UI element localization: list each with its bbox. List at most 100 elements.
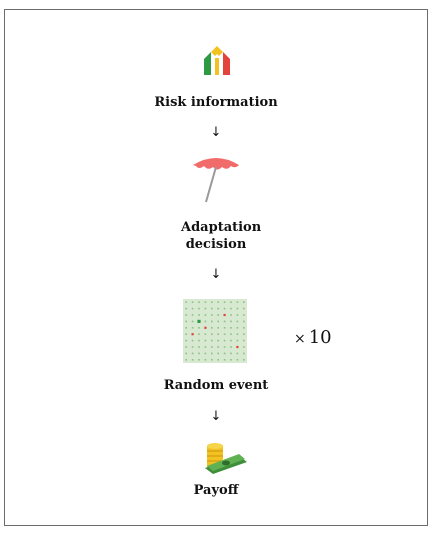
grid-cell-mark: [243, 327, 245, 329]
grid-cell-mark: [223, 327, 226, 329]
grid-cell-mark: [204, 301, 207, 303]
grid-cell-mark: [230, 307, 232, 310]
grid-cell-mark: [211, 333, 213, 335]
grid-cell-mark: [204, 314, 207, 316]
grid-cell-mark: [236, 345, 239, 349]
grid-cell-mark: [211, 346, 213, 348]
grid-cell-mark: [236, 307, 239, 310]
step-label-payoff: Payoff: [193, 483, 239, 498]
grid-cell-mark: [185, 346, 187, 348]
grid-cell-mark: [217, 352, 219, 355]
grid-cell-mark: [204, 346, 207, 348]
grid-cell-mark: [211, 339, 213, 342]
grid-cell-mark: [217, 314, 219, 316]
risk-house-icon: [204, 46, 230, 75]
flow-arrow-1: ↓: [210, 125, 222, 140]
grid-cell-mark: [217, 301, 219, 303]
grid-cell-mark: [236, 327, 239, 329]
grid-cell-mark: [211, 320, 213, 323]
grid-cell-mark: [191, 339, 194, 342]
grid-cell-mark: [230, 320, 232, 323]
grid-cell-mark: [191, 301, 194, 303]
grid-cell-mark: [223, 359, 226, 361]
grid-cell-mark: [211, 314, 213, 316]
grid-cell-mark: [243, 359, 245, 361]
grid-cell-mark: [204, 333, 207, 335]
grid-cell-mark: [191, 333, 194, 336]
grid-cell-mark: [236, 339, 239, 342]
grid-cell-mark: [230, 301, 232, 303]
grid-cell-mark: [204, 359, 207, 361]
grid-cell-mark: [223, 339, 226, 342]
grid-cell-mark: [236, 314, 239, 316]
step-label-random-event: Random event: [163, 378, 269, 393]
grid-board-icon: [183, 299, 247, 363]
grid-cell-mark: [211, 352, 213, 355]
grid-cell-mark: [198, 339, 200, 342]
grid-cell-mark: [230, 346, 232, 348]
multiplier: × 10: [294, 327, 332, 350]
grid-cell-mark: [211, 301, 213, 303]
grid-cell-mark: [185, 320, 187, 323]
grid-cell-mark: [230, 327, 232, 329]
grid-cell-mark: [223, 346, 226, 348]
flow-arrow-2: ↓: [210, 267, 222, 282]
grid-cell-mark: [243, 301, 245, 303]
grid-cell-mark: [204, 352, 207, 355]
grid-cell-mark: [236, 333, 239, 335]
step-label-adaptation-decision: Adaptation decision: [181, 220, 262, 252]
grid-cell-mark: [230, 352, 232, 355]
grid-cell-mark: [243, 314, 245, 316]
grid-cell-mark: [217, 359, 219, 361]
grid-cell-mark: [223, 352, 226, 355]
grid-cell-mark: [185, 327, 187, 329]
money-coins-icon: [205, 443, 247, 474]
grid-cell-mark: [197, 319, 201, 323]
grid-cell-mark: [217, 327, 219, 329]
grid-cell-mark: [198, 314, 200, 316]
grid-cell-mark: [243, 352, 245, 355]
grid-cell-mark: [211, 327, 213, 329]
grid-cell-mark: [185, 352, 187, 355]
grid-cell-mark: [217, 339, 219, 342]
grid-cell-mark: [204, 320, 207, 323]
grid-cell-mark: [243, 346, 245, 348]
grid-cell-mark: [198, 327, 200, 329]
grid-cell-mark: [198, 301, 200, 303]
grid-cell-mark: [243, 320, 245, 323]
grid-cell-mark: [230, 333, 232, 335]
grid-cell-mark: [230, 359, 232, 361]
grid-cell-mark: [217, 346, 219, 348]
grid-cell-mark: [185, 339, 187, 342]
grid-cell-mark: [191, 320, 194, 323]
grid-cell-mark: [243, 307, 245, 310]
grid-cell-mark: [198, 359, 200, 361]
diagram-frame: [4, 9, 428, 526]
flow-arrow-3: ↓: [210, 409, 222, 424]
grid-cell-mark: [243, 339, 245, 342]
grid-cell-mark: [198, 352, 200, 355]
grid-cell-mark: [191, 327, 194, 329]
grid-cell-mark: [223, 333, 226, 335]
grid-cell-mark: [230, 339, 232, 342]
grid-cell-mark: [191, 359, 194, 361]
multiplier-value: 10: [308, 327, 332, 348]
grid-cell-mark: [185, 307, 187, 310]
grid-cell-mark: [243, 333, 245, 335]
grid-cell-mark: [236, 352, 239, 355]
grid-cell-mark: [230, 314, 232, 316]
grid-cell-mark: [217, 333, 219, 335]
grid-cell-mark: [236, 320, 239, 323]
grid-cell-mark: [191, 314, 194, 316]
grid-cell-mark: [211, 307, 213, 310]
grid-cell-mark: [191, 352, 194, 355]
multiplier-symbol: ×: [294, 331, 306, 347]
grid-cell-mark: [217, 307, 219, 310]
grid-cell-mark: [223, 320, 226, 323]
grid-cell-mark: [198, 333, 200, 335]
grid-cell-mark: [204, 339, 207, 342]
umbrella-icon: [193, 158, 239, 203]
grid-cell-mark: [185, 359, 187, 361]
grid-cell-mark: [198, 346, 200, 348]
grid-cell-mark: [204, 326, 207, 329]
